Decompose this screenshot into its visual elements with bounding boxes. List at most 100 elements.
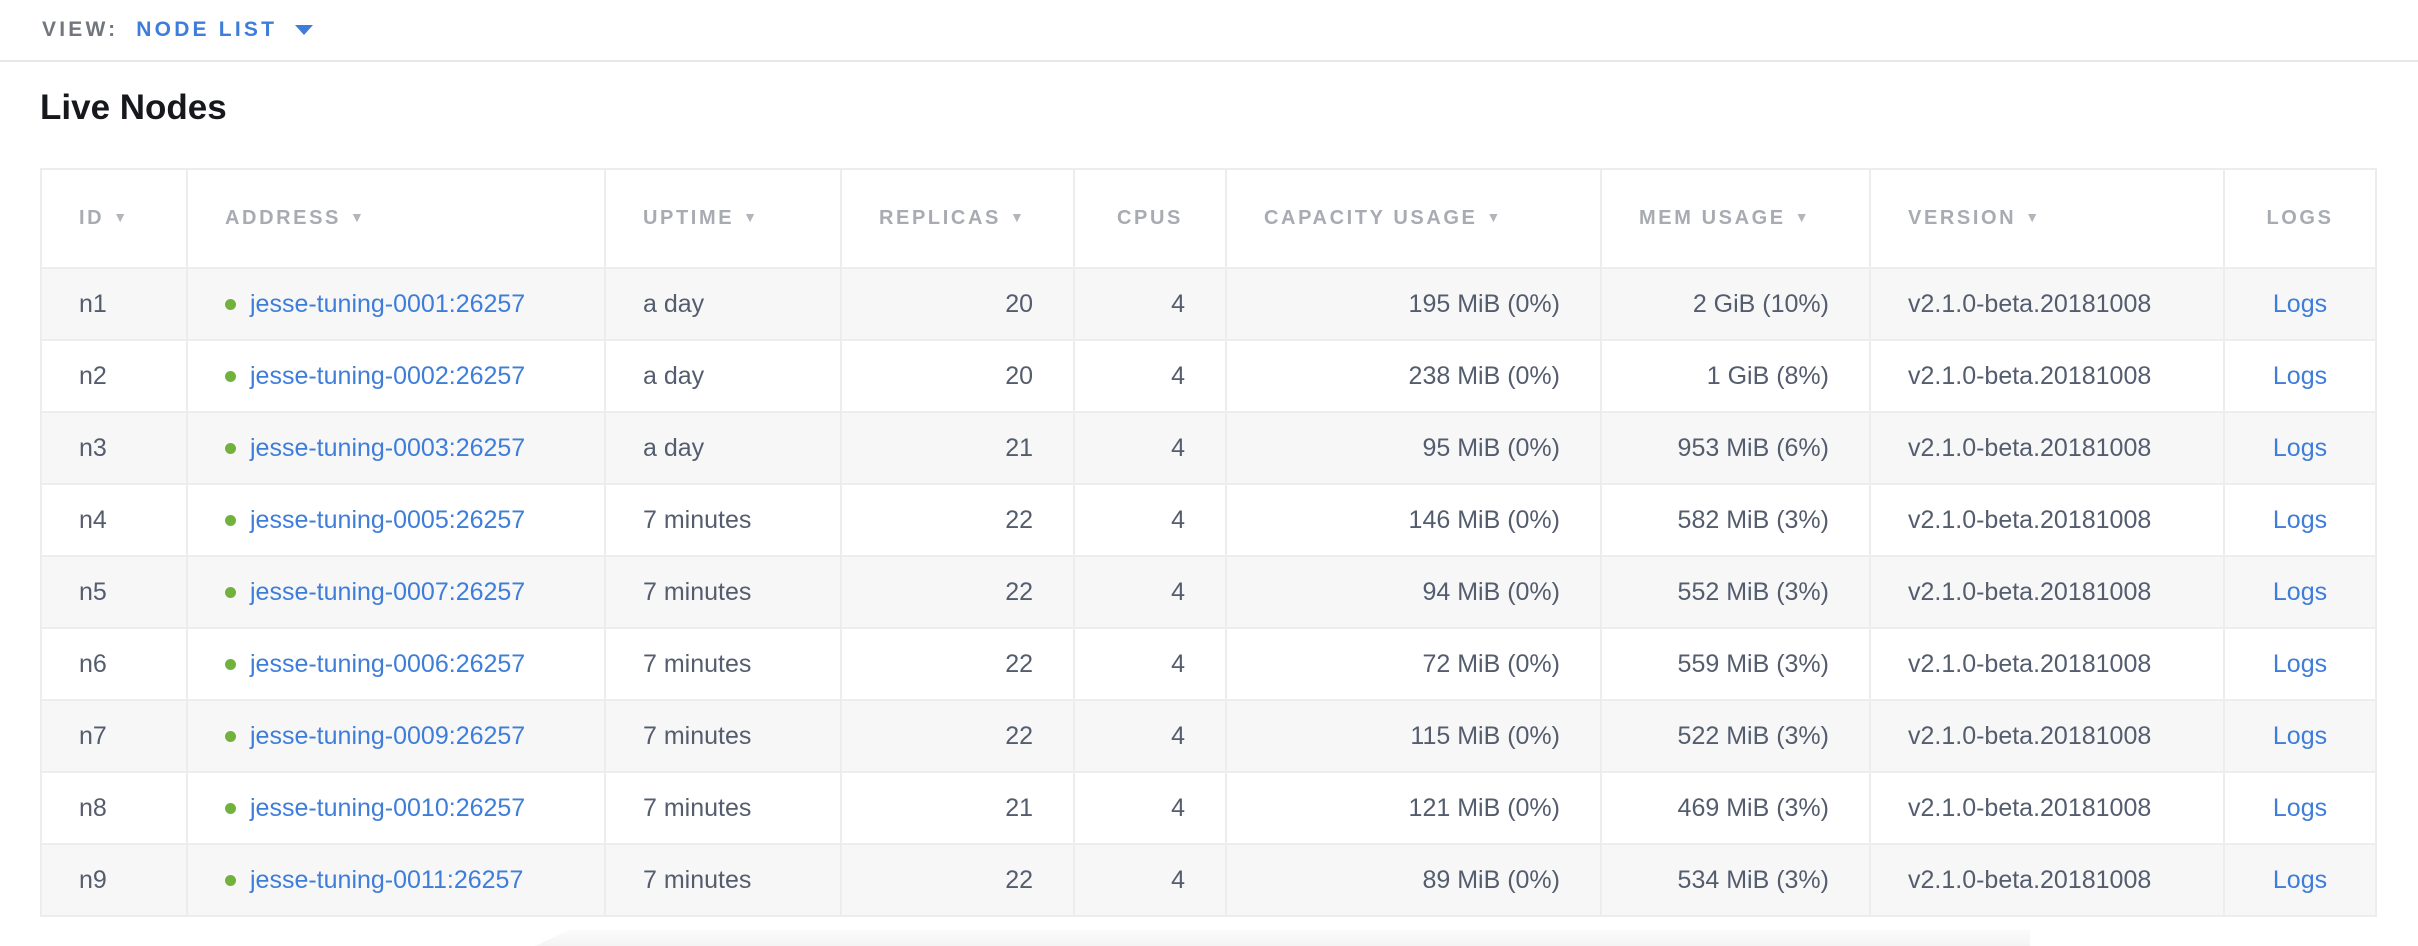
column-header-id[interactable]: ID ▼ bbox=[40, 168, 188, 269]
cell-capacity: 72 MiB (0%) bbox=[1225, 627, 1602, 701]
cell-version: v2.1.0-beta.20181008 bbox=[1869, 699, 2225, 773]
column-header-logs: LOGS bbox=[2223, 168, 2377, 269]
view-label: VIEW: bbox=[42, 18, 119, 41]
green-dot-icon bbox=[225, 658, 236, 670]
cell-cpus: 4 bbox=[1073, 627, 1227, 701]
node-address-link[interactable]: jesse-tuning-0010:26257 bbox=[250, 793, 526, 822]
green-dot-icon bbox=[225, 370, 236, 382]
cell-capacity: 121 MiB (0%) bbox=[1225, 771, 1602, 845]
cell-address: jesse-tuning-0007:26257 bbox=[186, 555, 606, 629]
node-address-link[interactable]: jesse-tuning-0011:26257 bbox=[250, 865, 524, 894]
logs-link[interactable]: Logs bbox=[2272, 793, 2328, 822]
column-header-label: ID bbox=[79, 207, 105, 229]
triangle-down-icon: ▼ bbox=[1009, 209, 1027, 225]
column-header-mem[interactable]: MEM USAGE ▼ bbox=[1600, 168, 1871, 269]
offscreen-element-edge bbox=[535, 930, 2030, 946]
table-row: n9 jesse-tuning-0011:26257 7 minutes 22 4 89 … bbox=[40, 843, 2377, 917]
logs-link[interactable]: Logs bbox=[2272, 721, 2328, 750]
cell-uptime: a day bbox=[604, 267, 842, 341]
cell-address: jesse-tuning-0006:26257 bbox=[186, 627, 606, 701]
cell-address: jesse-tuning-0010:26257 bbox=[186, 771, 606, 845]
view-dropdown[interactable]: NODE LIST bbox=[136, 18, 314, 42]
cell-address: jesse-tuning-0002:26257 bbox=[186, 339, 606, 413]
table-row: n3 jesse-tuning-0003:26257 a day 21 4 95 MiB … bbox=[40, 411, 2377, 485]
column-header-label: VERSION bbox=[1908, 207, 2017, 229]
cell-logs: Logs bbox=[2223, 267, 2377, 341]
cell-address: jesse-tuning-0011:26257 bbox=[186, 843, 606, 917]
logs-link[interactable]: Logs bbox=[2272, 649, 2328, 678]
node-address-link[interactable]: jesse-tuning-0003:26257 bbox=[250, 433, 526, 462]
cell-replicas: 20 bbox=[840, 267, 1075, 341]
node-address-link[interactable]: jesse-tuning-0006:26257 bbox=[250, 649, 526, 678]
table-row: n1 jesse-tuning-0001:26257 a day 20 4 195 MiB… bbox=[40, 267, 2377, 341]
column-header-version[interactable]: VERSION ▼ bbox=[1869, 168, 2225, 269]
cell-version: v2.1.0-beta.20181008 bbox=[1869, 339, 2225, 413]
view-selector-bar: VIEW: NODE LIST bbox=[0, 0, 2418, 62]
logs-link[interactable]: Logs bbox=[2272, 433, 2328, 462]
cell-cpus: 4 bbox=[1073, 843, 1227, 917]
cell-uptime: 7 minutes bbox=[604, 555, 842, 629]
table-row: n8 jesse-tuning-0010:26257 7 minutes 21 4 121… bbox=[40, 771, 2377, 845]
cell-logs: Logs bbox=[2223, 843, 2377, 917]
cell-replicas: 21 bbox=[840, 411, 1075, 485]
cell-logs: Logs bbox=[2223, 699, 2377, 773]
green-dot-icon bbox=[225, 298, 236, 310]
column-header-capacity[interactable]: CAPACITY USAGE ▼ bbox=[1225, 168, 1602, 269]
cell-address: jesse-tuning-0003:26257 bbox=[186, 411, 606, 485]
cell-uptime: a day bbox=[604, 339, 842, 413]
green-dot-icon bbox=[225, 802, 236, 814]
caret-down-icon bbox=[295, 25, 314, 35]
green-dot-icon bbox=[225, 442, 236, 454]
column-header-replicas[interactable]: REPLICAS ▼ bbox=[840, 168, 1075, 269]
cell-id: n7 bbox=[40, 699, 188, 773]
cell-address: jesse-tuning-0001:26257 bbox=[186, 267, 606, 341]
cell-cpus: 4 bbox=[1073, 411, 1227, 485]
cell-capacity: 115 MiB (0%) bbox=[1225, 699, 1602, 773]
column-header-label: UPTIME bbox=[643, 207, 735, 229]
column-header-address[interactable]: ADDRESS ▼ bbox=[186, 168, 606, 269]
cell-mem: 469 MiB (3%) bbox=[1600, 771, 1871, 845]
node-address-link[interactable]: jesse-tuning-0009:26257 bbox=[250, 721, 526, 750]
node-address-link[interactable]: jesse-tuning-0002:26257 bbox=[250, 361, 526, 390]
column-header-label: CPUS bbox=[1117, 207, 1183, 229]
node-address-link[interactable]: jesse-tuning-0001:26257 bbox=[250, 289, 526, 318]
node-address-link[interactable]: jesse-tuning-0007:26257 bbox=[250, 577, 526, 606]
logs-link[interactable]: Logs bbox=[2272, 577, 2328, 606]
node-address-link[interactable]: jesse-tuning-0005:26257 bbox=[250, 505, 526, 534]
live-nodes-table-wrap: ID ▼ ADDRESS ▼ UPTIME ▼ REPLICAS ▼ CPUS CAPACITY … bbox=[40, 168, 2418, 917]
triangle-down-icon: ▼ bbox=[743, 209, 760, 225]
cell-id: n1 bbox=[40, 267, 188, 341]
cell-cpus: 4 bbox=[1073, 771, 1227, 845]
cell-replicas: 22 bbox=[840, 699, 1075, 773]
cell-version: v2.1.0-beta.20181008 bbox=[1869, 843, 2225, 917]
cell-capacity: 95 MiB (0%) bbox=[1225, 411, 1602, 485]
column-header-label: LOGS bbox=[2266, 207, 2334, 229]
cell-uptime: 7 minutes bbox=[604, 771, 842, 845]
column-header-cpus: CPUS bbox=[1073, 168, 1227, 269]
cell-version: v2.1.0-beta.20181008 bbox=[1869, 483, 2225, 557]
column-header-label: ADDRESS bbox=[225, 207, 341, 229]
cell-capacity: 146 MiB (0%) bbox=[1225, 483, 1602, 557]
cell-replicas: 22 bbox=[840, 555, 1075, 629]
green-dot-icon bbox=[225, 586, 236, 598]
logs-link[interactable]: Logs bbox=[2272, 361, 2328, 390]
logs-link[interactable]: Logs bbox=[2272, 865, 2328, 894]
cell-mem: 534 MiB (3%) bbox=[1600, 843, 1871, 917]
cell-version: v2.1.0-beta.20181008 bbox=[1869, 771, 2225, 845]
logs-link[interactable]: Logs bbox=[2272, 505, 2328, 534]
cell-cpus: 4 bbox=[1073, 699, 1227, 773]
cell-replicas: 22 bbox=[840, 483, 1075, 557]
column-header-label: REPLICAS bbox=[879, 207, 1001, 229]
cell-id: n3 bbox=[40, 411, 188, 485]
table-row: n7 jesse-tuning-0009:26257 7 minutes 22 4 115… bbox=[40, 699, 2377, 773]
table-row: n4 jesse-tuning-0005:26257 7 minutes 22 4 146… bbox=[40, 483, 2377, 557]
cell-mem: 953 MiB (6%) bbox=[1600, 411, 1871, 485]
cell-id: n4 bbox=[40, 483, 188, 557]
cell-uptime: 7 minutes bbox=[604, 843, 842, 917]
cell-capacity: 89 MiB (0%) bbox=[1225, 843, 1602, 917]
table-row: n5 jesse-tuning-0007:26257 7 minutes 22 4 94 … bbox=[40, 555, 2377, 629]
logs-link[interactable]: Logs bbox=[2272, 289, 2328, 318]
cell-replicas: 22 bbox=[840, 843, 1075, 917]
cell-capacity: 238 MiB (0%) bbox=[1225, 339, 1602, 413]
column-header-uptime[interactable]: UPTIME ▼ bbox=[604, 168, 842, 269]
